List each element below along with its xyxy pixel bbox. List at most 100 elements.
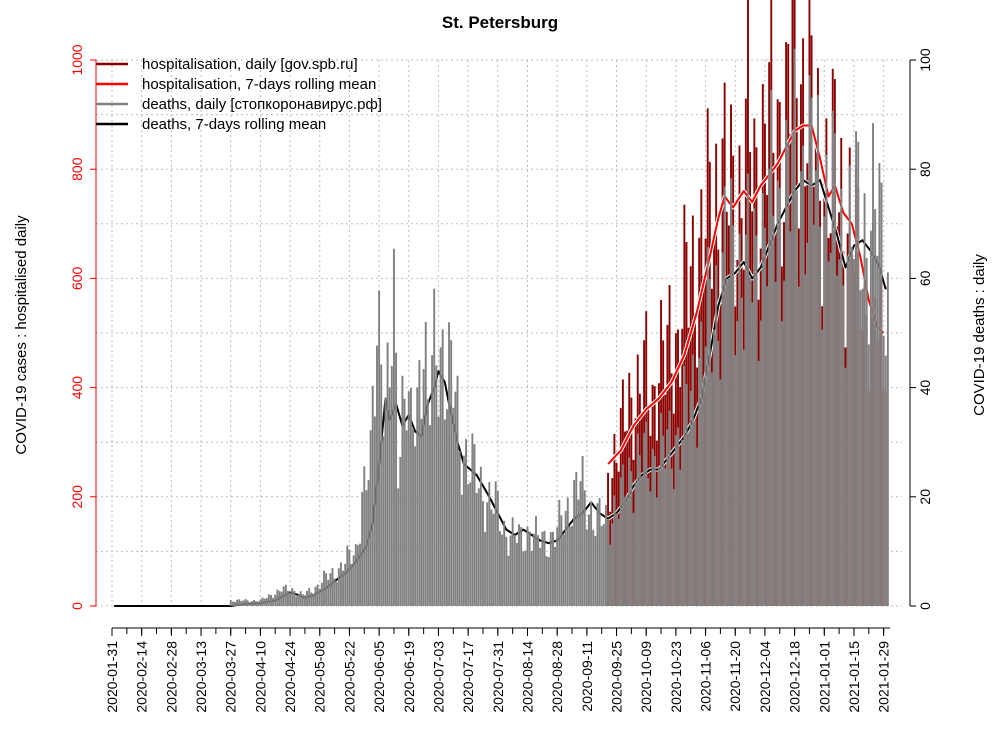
deaths-daily-bar [702, 378, 705, 606]
deaths-daily-bar [840, 188, 843, 607]
deaths-daily-bar [685, 383, 688, 606]
deaths-daily-bar [257, 601, 260, 606]
deaths-daily-bar [755, 235, 758, 606]
deaths-daily-bar [804, 274, 807, 606]
deaths-daily-bar [248, 602, 251, 606]
deaths-daily-bar [458, 451, 461, 606]
deaths-daily-bar [869, 230, 872, 607]
deaths-daily-bar [462, 455, 465, 606]
x-tick-label: 2021-01-29 [876, 641, 892, 713]
deaths-daily-bar [730, 178, 732, 606]
deaths-daily-bar [855, 131, 858, 606]
deaths-daily-bar [863, 193, 866, 606]
deaths-daily-bar [594, 535, 597, 606]
deaths-daily-bar [715, 265, 718, 606]
legend: hospitalisation, daily [gov.spb.ru] hospi… [96, 56, 382, 133]
deaths-daily-bar [496, 490, 499, 606]
deaths-daily-bar [265, 597, 268, 606]
deaths-daily-bar [872, 123, 874, 606]
deaths-daily-bar [780, 321, 783, 606]
deaths-daily-bar [471, 433, 474, 606]
deaths-daily-bar [539, 547, 542, 606]
deaths-daily-bar [874, 209, 877, 606]
deaths-daily-bar [488, 482, 491, 606]
deaths-daily-bar [469, 482, 472, 606]
hospitalisation-rolling-mean-line [607, 124, 885, 465]
deaths-daily-bar [806, 242, 809, 606]
deaths-daily-bar [507, 555, 510, 606]
deaths-daily-bar [270, 595, 272, 606]
deaths-daily-bar [802, 145, 805, 606]
deaths-daily-bar [346, 545, 349, 606]
deaths-daily-bar [732, 225, 735, 606]
deaths-daily-bar [352, 555, 355, 606]
deaths-daily-bar [596, 503, 599, 606]
deaths-daily-bar [789, 231, 792, 607]
deaths-daily-bar [573, 480, 576, 606]
x-tick-label: 2020-10-23 [668, 641, 684, 713]
deaths-daily-bar [725, 278, 728, 606]
deaths-daily-bar [831, 110, 834, 606]
deaths-daily-bar [399, 456, 402, 606]
axes: 0 200 400 600 800 1000 0 20 40 60 80 100 2020-01-31 2… [69, 44, 933, 712]
deaths-daily-bar [473, 444, 476, 606]
deaths-daily-bar [850, 247, 853, 607]
deaths-daily-bar [401, 375, 404, 606]
deaths-daily-bar [482, 501, 484, 606]
x-tick-label: 2020-12-04 [757, 641, 773, 713]
deaths-daily-bar [361, 492, 364, 606]
deaths-daily-bar [369, 430, 372, 606]
deaths-daily-bar [821, 329, 824, 606]
deaths-daily-bar [761, 192, 764, 607]
deaths-daily-bar [744, 234, 747, 606]
deaths-daily-bar [617, 518, 620, 606]
deaths-daily-bar [681, 439, 684, 606]
deaths-daily-bar [263, 598, 266, 606]
deaths-daily-bar [373, 416, 376, 606]
right-tick-label: 40 [917, 380, 933, 396]
deaths-daily-bar [848, 165, 851, 606]
deaths-daily-bar [753, 208, 756, 606]
deaths-daily-bar [291, 588, 294, 606]
deaths-daily-bar [335, 582, 338, 606]
x-tick-label: 2020-09-25 [609, 641, 625, 713]
deaths-daily-bar [522, 551, 525, 606]
x-tick-label: 2020-04-10 [252, 641, 268, 713]
deaths-daily-bar [778, 187, 781, 607]
deaths-daily-bar [886, 272, 889, 606]
left-tick-label: 800 [69, 157, 85, 181]
deaths-daily-bar [314, 586, 317, 606]
deaths-daily-bar [721, 252, 724, 606]
deaths-daily-bar [691, 354, 694, 606]
deaths-daily-bar [649, 491, 652, 606]
deaths-daily-bar [486, 502, 489, 606]
deaths-daily-bar [829, 252, 832, 607]
deaths-daily-bar [664, 468, 667, 606]
deaths-daily-bar [736, 321, 739, 606]
deaths-daily-bar [365, 490, 368, 606]
deaths-daily-bar [412, 428, 414, 606]
deaths-daily-bar [384, 398, 387, 606]
deaths-daily-bar [696, 447, 699, 606]
deaths-daily-bar [498, 531, 501, 606]
x-tick-label: 2020-06-19 [401, 641, 417, 713]
deaths-daily-bar [588, 514, 590, 606]
deaths-daily-bar [719, 379, 722, 606]
deaths-daily-bar [513, 534, 516, 606]
deaths-daily-bar [689, 390, 692, 606]
deaths-daily-bar [253, 599, 255, 606]
deaths-daily-bar [299, 591, 302, 606]
legend-label: deaths, daily [стопкоронавирус.рф] [142, 96, 382, 113]
deaths-daily-bar [823, 216, 826, 606]
deaths-daily-bar [312, 593, 315, 606]
deaths-daily-bar [441, 329, 444, 606]
deaths-daily-bar [884, 355, 887, 606]
deaths-daily-bar [772, 215, 775, 607]
deaths-daily-bar [727, 278, 730, 606]
deaths-daily-bar [713, 329, 716, 606]
deaths-daily-bar [611, 523, 614, 606]
deaths-daily-bar [286, 590, 289, 606]
deaths-daily-bar [420, 418, 423, 606]
deaths-daily-bar [282, 586, 285, 606]
deaths-daily-bar [683, 365, 686, 606]
